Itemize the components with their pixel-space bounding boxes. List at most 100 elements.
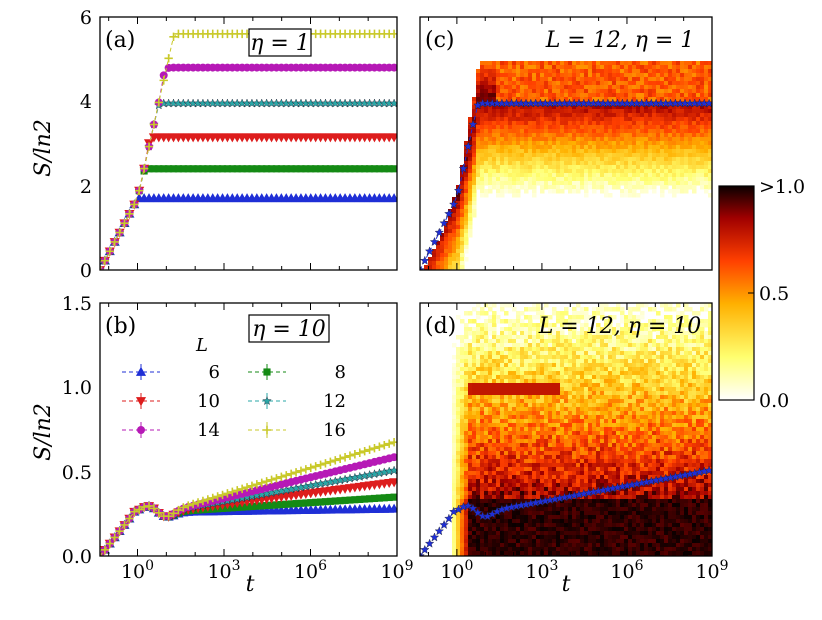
heat-cell-d (556, 415, 561, 420)
heat-cell-c (604, 165, 609, 170)
heat-cell-c (536, 73, 541, 78)
heat-cell-d (492, 379, 497, 384)
heat-cell-d (496, 547, 501, 552)
heat-cell-d (636, 355, 641, 360)
heat-cell-c (576, 189, 581, 194)
heat-cell-c (540, 149, 545, 154)
heat-cell-c (692, 161, 697, 166)
heat-cell-d (484, 467, 489, 472)
heat-cell-c (556, 137, 561, 142)
heat-cell-d (528, 551, 533, 556)
heat-cell-c (544, 109, 549, 114)
heat-cell-d (488, 535, 493, 540)
heat-cell-c (468, 229, 473, 234)
heat-cell-d (512, 431, 517, 436)
heat-cell-c (592, 181, 597, 186)
heat-cell-c (532, 109, 537, 114)
heat-cell-c (616, 81, 621, 86)
heat-cell-d (628, 547, 633, 552)
heat-cell-d (588, 355, 593, 360)
heat-cell-d (468, 463, 473, 468)
heat-cell-d (496, 375, 501, 380)
heat-cell-d (492, 439, 497, 444)
heat-cell-c (620, 177, 625, 182)
heat-cell-d (576, 399, 581, 404)
heat-cell-d (604, 307, 609, 312)
heat-cell-c (560, 117, 565, 122)
heat-cell-d (460, 407, 465, 412)
heat-cell-d (576, 319, 581, 324)
heat-cell-d (612, 531, 617, 536)
heat-cell-d (484, 383, 489, 388)
heat-cell-c (652, 165, 657, 170)
heat-cell-d (596, 519, 601, 524)
heat-cell-c (660, 65, 665, 70)
heat-cell-d (492, 351, 497, 356)
heat-cell-d (484, 431, 489, 436)
heat-cell-d (460, 319, 465, 324)
heat-cell-d (624, 539, 629, 544)
heat-cell-d (524, 531, 529, 536)
heat-cell-c (504, 113, 509, 118)
heat-cell-c (692, 109, 697, 114)
heat-cell-d (592, 467, 597, 472)
heat-cell-d (600, 375, 605, 380)
heat-cell-d (456, 387, 461, 392)
heat-cell-c (496, 77, 501, 82)
heat-cell-d (480, 539, 485, 544)
heat-cell-d (564, 375, 569, 380)
heat-cell-d (544, 339, 549, 344)
heat-cell-d (572, 467, 577, 472)
heat-cell-c (624, 173, 629, 178)
heat-cell-c (704, 77, 709, 82)
heat-cell-c (504, 181, 509, 186)
heat-cell-c (480, 193, 485, 198)
heat-cell-c (576, 69, 581, 74)
heat-cell-d (528, 379, 533, 384)
heat-cell-c (620, 113, 625, 118)
heat-cell-d (504, 423, 509, 428)
heat-cell-d (584, 367, 589, 372)
heat-cell-d (496, 423, 501, 428)
heat-cell-d (604, 551, 609, 556)
heat-cell-d (596, 331, 601, 336)
heat-cell-d (576, 451, 581, 456)
heat-cell-d (536, 511, 541, 516)
heat-cell-d (520, 431, 525, 436)
heat-cell-d (520, 347, 525, 352)
heat-cell-d (520, 331, 525, 336)
heat-cell-d (468, 355, 473, 360)
heat-cell-d (476, 439, 481, 444)
heat-cell-d (624, 335, 629, 340)
heat-cell-d (632, 447, 637, 452)
heat-cell-c (516, 161, 521, 166)
heat-cell-c (564, 117, 569, 122)
heat-cell-d (528, 359, 533, 364)
heat-cell-d (588, 527, 593, 532)
heat-cell-c (584, 65, 589, 70)
heat-cell-d (460, 375, 465, 380)
heat-cell-c (488, 97, 493, 102)
heat-cell-c (512, 161, 517, 166)
heat-cell-c (508, 177, 513, 182)
heat-cell-d (520, 443, 525, 448)
heat-cell-d (540, 503, 545, 508)
heat-cell-d (588, 447, 593, 452)
heat-cell-d (548, 547, 553, 552)
heat-cell-c (548, 73, 553, 78)
heat-cell-c (656, 77, 661, 82)
heat-cell-c (596, 81, 601, 86)
heat-cell-c (620, 65, 625, 70)
heat-cell-c (620, 93, 625, 98)
heat-cell-d (480, 411, 485, 416)
heat-cell-d (568, 539, 573, 544)
heat-cell-c (540, 61, 545, 66)
heat-cell-c (652, 181, 657, 186)
heat-cell-c (596, 145, 601, 150)
heat-cell-c (592, 125, 597, 130)
heat-cell-d (512, 395, 517, 400)
heat-cell-d (492, 531, 497, 536)
heat-cell-d (520, 475, 525, 480)
heat-cell-c (696, 77, 701, 82)
heat-cell-d (556, 403, 561, 408)
